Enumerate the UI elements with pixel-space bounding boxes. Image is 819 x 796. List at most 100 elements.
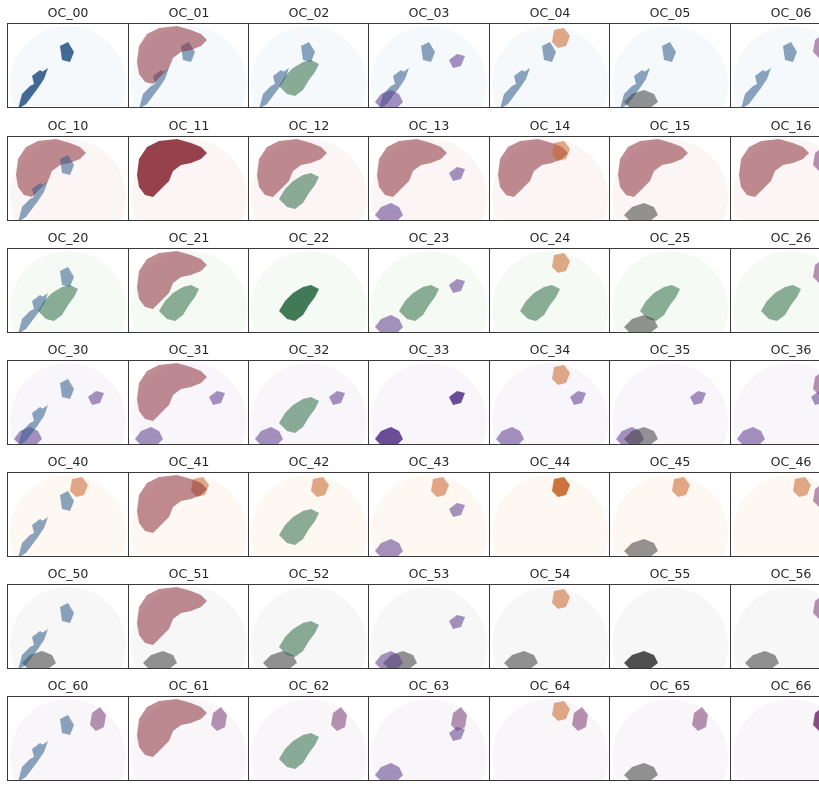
panel-axes (609, 136, 731, 221)
panel-plot (612, 475, 728, 556)
region-col (813, 150, 819, 171)
region-col (279, 173, 319, 209)
panel-axes (368, 360, 490, 445)
region-row (14, 391, 104, 444)
region-col (375, 167, 465, 220)
panel-plot (733, 26, 819, 107)
region-row (618, 139, 688, 197)
panel-plot (733, 475, 819, 556)
panel-axes (128, 248, 250, 333)
region-col (137, 251, 207, 309)
region-row (813, 710, 819, 731)
region-col (18, 155, 74, 220)
panel-title: OC_21 (168, 230, 210, 245)
region-row (572, 707, 588, 731)
panel-plot (492, 139, 608, 220)
disk-background (371, 363, 487, 444)
panel-oc-65: OC_65 (609, 678, 731, 796)
panel-axes (7, 248, 129, 333)
disk-background (612, 363, 728, 444)
panel-plot (371, 475, 487, 556)
region-row (451, 707, 467, 731)
disk-background (733, 587, 819, 668)
panel-plot (733, 363, 819, 444)
panel-axes (609, 696, 731, 781)
panel-oc-05: OC_05 (609, 5, 731, 123)
panel-axes (489, 23, 611, 108)
panel-axes (609, 248, 731, 333)
panel-axes (489, 696, 611, 781)
region-col (18, 379, 74, 444)
panel-oc-62: OC_62 (248, 678, 370, 796)
region-row (255, 391, 345, 444)
panel-title: OC_55 (649, 566, 691, 581)
disk-background (371, 587, 487, 668)
panel-title: OC_45 (649, 454, 691, 469)
panel-plot (612, 699, 728, 780)
panel-oc-15: OC_15 (609, 118, 731, 236)
region-row (16, 139, 86, 197)
panel-oc-33: OC_33 (368, 342, 490, 460)
panel-oc-06: OC_06 (730, 5, 819, 123)
region-row (379, 42, 435, 107)
region-col (279, 60, 319, 96)
panel-title: OC_51 (168, 566, 210, 581)
region-row (139, 42, 195, 107)
panel-oc-46: OC_46 (730, 454, 819, 572)
panel-axes (489, 248, 611, 333)
panel-oc-42: OC_42 (248, 454, 370, 572)
region-row (143, 651, 177, 668)
panel-plot (10, 699, 126, 780)
region-col (552, 253, 570, 273)
panel-plot (492, 363, 608, 444)
region-row (737, 391, 819, 444)
panel-title: OC_24 (529, 230, 571, 245)
region-row (279, 285, 319, 321)
region-row (739, 139, 809, 197)
panel-title: OC_02 (288, 5, 330, 20)
panel-axes (128, 136, 250, 221)
region-col (624, 427, 658, 444)
panel-axes (609, 360, 731, 445)
region-col (279, 733, 319, 769)
panel-oc-55: OC_55 (609, 566, 731, 684)
panel-title: OC_52 (288, 566, 330, 581)
panel-axes (368, 584, 490, 669)
panel-oc-66: OC_66 (730, 678, 819, 796)
panel-title: OC_23 (408, 230, 450, 245)
region-col (137, 26, 207, 84)
panel-axes (730, 136, 819, 221)
panel-axes (248, 23, 370, 108)
panel-plot (492, 475, 608, 556)
panel-axes (489, 136, 611, 221)
panel-oc-54: OC_54 (489, 566, 611, 684)
region-col (552, 141, 570, 161)
region-row (159, 285, 199, 321)
disk-background (492, 475, 608, 556)
region-row (504, 651, 538, 668)
region-row (496, 391, 586, 444)
panel-oc-60: OC_60 (7, 678, 129, 796)
panel-axes (730, 696, 819, 781)
panel-oc-23: OC_23 (368, 230, 490, 348)
panel-plot (733, 139, 819, 220)
panel-plot (131, 251, 247, 332)
region-row (311, 477, 329, 497)
panel-axes (248, 472, 370, 557)
region-row (500, 42, 556, 107)
panel-oc-24: OC_24 (489, 230, 611, 348)
panel-title: OC_63 (408, 678, 450, 693)
disk-background (733, 699, 819, 780)
panel-oc-04: OC_04 (489, 5, 611, 123)
panel-plot (251, 475, 367, 556)
disk-background (371, 26, 487, 107)
panel-title: OC_01 (168, 5, 210, 20)
region-col (375, 279, 465, 332)
region-col (552, 28, 570, 48)
panel-title: OC_30 (47, 342, 89, 357)
region-row (431, 477, 449, 497)
panel-plot (10, 587, 126, 668)
disk-background (492, 587, 608, 668)
panel-title: OC_03 (408, 5, 450, 20)
